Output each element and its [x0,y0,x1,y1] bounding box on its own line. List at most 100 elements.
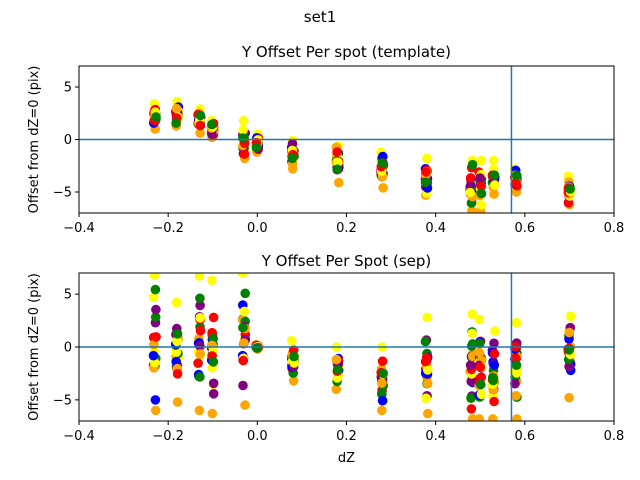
data-point [208,378,219,389]
data-point [490,326,500,336]
data-point [422,365,433,375]
data-point [332,164,343,174]
data-point [565,184,575,194]
y-tick-label: 5 [64,81,72,96]
y-tick-label: −5 [53,186,72,201]
data-point [511,317,522,328]
data-point [475,362,486,372]
data-point [238,322,248,333]
data-point [564,392,574,403]
data-point [195,293,205,304]
x-tick-label: −0.4 [63,221,95,236]
data-point [422,312,433,323]
data-point [195,120,205,131]
data-point [172,397,183,407]
data-point [476,389,487,400]
data-point [510,378,520,389]
data-point [511,390,521,401]
data-point [148,292,159,303]
data-point [377,158,388,168]
data-point [172,336,182,347]
data-point [510,353,521,363]
data-point [150,284,161,295]
x-tick-label: 0.8 [604,429,625,444]
data-point [466,393,476,404]
data-point [511,177,521,188]
data-point [171,103,182,114]
data-point [490,180,500,190]
data-point [377,356,388,367]
data-point [378,183,388,193]
data-point [565,311,576,322]
x-tick-label: 0.6 [514,429,535,444]
x-tick-label: 0.2 [336,221,357,236]
data-point [465,360,476,371]
data-points [148,96,576,213]
data-point [466,341,477,351]
data-point [475,173,485,183]
data-point [377,405,387,416]
data-point [195,128,205,138]
data-point [150,312,161,322]
x-axis-label: dZ [338,451,355,466]
data-point [195,372,205,382]
x-tick-label: −0.2 [152,221,184,236]
data-point [195,349,206,359]
x-tick-label: −0.4 [63,429,95,444]
data-point [194,405,205,416]
data-point [420,336,431,347]
data-point [251,142,262,153]
data-point [332,364,343,375]
x-tick-label: −0.2 [152,429,184,444]
x-tick-label: 0.4 [425,429,446,444]
data-point [474,414,485,421]
data-point [476,155,487,166]
data-point [421,393,431,404]
data-point [489,360,500,370]
data-point [238,125,248,135]
data-point [195,313,205,323]
data-point [465,187,475,198]
data-point [466,404,477,414]
data-point [193,358,203,369]
data-point [467,328,477,339]
data-point [239,338,249,348]
data-point [422,378,433,389]
data-point [476,200,487,210]
data-point [238,133,248,143]
data-point [467,206,477,213]
data-point [195,300,205,311]
y-tick-label: 0 [64,133,72,148]
x-tick-label: 0.8 [604,221,625,236]
data-point [194,273,205,281]
data-point [511,170,522,181]
data-point [488,414,498,421]
data-point [238,115,249,126]
data-point [287,153,298,164]
data-point [239,306,250,317]
y-tick-label: −5 [53,393,72,408]
figure-title: set1 [304,8,336,26]
data-point [150,405,161,416]
data-point [207,275,217,286]
data-point [332,147,342,157]
data-point [422,153,432,164]
data-point [195,325,206,336]
data-point [488,375,499,386]
x-tick-label: 0.2 [336,429,357,444]
data-point [377,378,387,388]
data-point [238,355,249,366]
data-point [512,414,522,421]
data-point [239,149,250,159]
data-point [149,273,160,280]
data-point [489,349,500,359]
subplot-sep: Y Offset Per Spot (sep) −0.4 −0.2 0.0 0.2 0.4… [27,252,624,466]
data-point [378,368,389,379]
data-point [465,173,476,183]
data-point [489,396,499,407]
data-point [237,273,248,278]
y-tick-label: 0 [64,341,72,356]
data-point [474,347,485,358]
data-point [151,112,161,122]
